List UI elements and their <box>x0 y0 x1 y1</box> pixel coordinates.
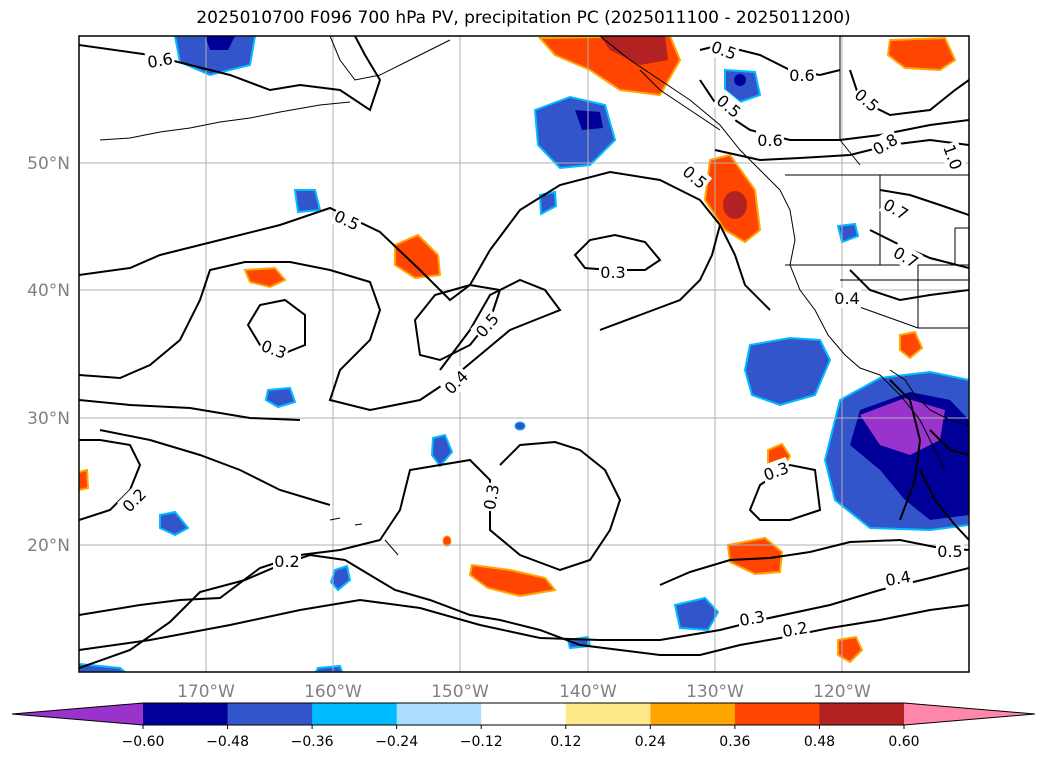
contour-label: 0.2 <box>274 552 299 571</box>
contour-label: 0.4 <box>834 289 859 308</box>
colorbar-segment <box>650 703 736 725</box>
colorbar-tick-label: −0.48 <box>206 734 249 750</box>
contour-label: 0.4 <box>884 567 912 590</box>
contour-label: 0.3 <box>600 263 625 282</box>
contour-label: 0.6 <box>146 49 174 72</box>
contour-label: 0.2 <box>781 618 809 641</box>
contour-label-background <box>599 262 627 282</box>
contour-label-background <box>330 205 364 235</box>
contour-label-background <box>938 140 968 174</box>
colorbar <box>11 702 1036 726</box>
colorbar-segment <box>565 703 651 725</box>
lon-label-140w: 140°W <box>559 682 617 702</box>
lon-label-150w: 150°W <box>431 682 489 702</box>
colorbar-tick-label: −0.60 <box>122 734 165 750</box>
colorbar-tick-label: −0.36 <box>291 734 334 750</box>
contour-label-background <box>470 307 504 343</box>
contour-label-background <box>711 89 747 123</box>
colorbar-tick-label: 0.48 <box>804 734 835 750</box>
colorbar-tick-label: 0.24 <box>635 734 666 750</box>
precip-positive-areas <box>79 36 957 664</box>
contour-label-background <box>788 65 816 85</box>
colorbar-segment <box>143 703 229 725</box>
contour-label-background <box>867 128 903 160</box>
colorbar-tick-labels: −0.60 −0.48 −0.36 −0.24 −0.12 0.12 0.24 0.36 0.4… <box>122 725 920 750</box>
colorbar-segment <box>312 703 398 725</box>
colorbar-segment <box>734 703 820 725</box>
colorbar-tick-label: 0.60 <box>888 734 919 750</box>
colorbar-tick-label: 0.36 <box>719 734 750 750</box>
lat-label-50n: 50°N <box>27 154 70 174</box>
lat-label-30n: 30°N <box>27 409 70 429</box>
contour-label-background <box>677 160 713 194</box>
contour-label: 0.6 <box>757 131 782 150</box>
contour-label-background <box>707 36 741 65</box>
contour-label: 0.5 <box>937 542 962 561</box>
contour-label-background <box>439 365 473 399</box>
lon-label-120w: 120°W <box>813 682 871 702</box>
contour-label-background <box>759 456 793 486</box>
contour-label-background <box>888 241 924 273</box>
contour-label-background <box>882 565 914 591</box>
lat-label-20n: 20°N <box>27 536 70 556</box>
lon-label-130w: 130°W <box>686 682 744 702</box>
contour-label: 0.3 <box>738 607 766 630</box>
contour-label-background <box>779 616 811 642</box>
colorbar-segment <box>396 703 482 725</box>
coastlines <box>99 36 969 556</box>
colorbar-extend-right <box>904 703 1035 725</box>
contour-label-background <box>878 193 914 225</box>
contour-label-background <box>736 605 768 631</box>
colorbar-segment <box>481 703 567 725</box>
lon-label-160w: 160°W <box>304 682 362 702</box>
colorbar-segment <box>819 703 905 725</box>
contour-label-background <box>833 288 861 308</box>
contour-label-background <box>936 541 964 561</box>
lon-label-170w: 170°W <box>177 682 235 702</box>
latitude-labels: 50°N 40°N 30°N 20°N <box>27 154 70 556</box>
colorbar-tick-label: 0.12 <box>550 734 581 750</box>
contour-label-background <box>117 483 151 517</box>
map-title: 2025010700 F096 700 hPa PV, precipitatio… <box>196 8 851 28</box>
pv-contours <box>79 36 969 669</box>
contour-label-background <box>273 551 301 571</box>
contour-label-background <box>478 481 504 513</box>
contour-label-background <box>144 47 176 73</box>
lat-label-40n: 40°N <box>27 281 70 301</box>
longitude-labels: 170°W 160°W 150°W 140°W 130°W 120°W <box>177 682 871 702</box>
colorbar-segment <box>227 703 313 725</box>
contour-label-background <box>257 334 291 364</box>
contour-label-background <box>756 130 784 150</box>
contour-label: 0.3 <box>480 483 503 511</box>
contour-label-background <box>849 83 885 117</box>
colorbar-extend-left <box>12 703 143 725</box>
colorbar-tick-label: −0.12 <box>460 734 503 750</box>
colorbar-tick-label: −0.24 <box>375 734 418 750</box>
contour-label: 0.6 <box>789 66 814 85</box>
map-frame <box>78 35 970 673</box>
